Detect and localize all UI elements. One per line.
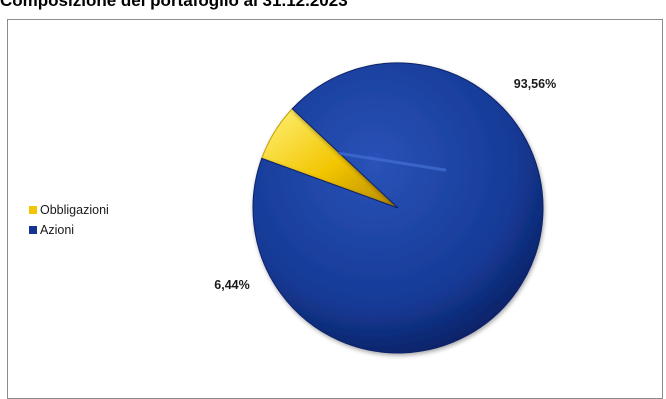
- data-label-azioni: 93,56%: [514, 77, 556, 91]
- data-label-obbligazioni: 6,44%: [214, 278, 249, 292]
- pie-chart: 6,44% 93,56%: [0, 0, 666, 390]
- pie-slice-azioni: [253, 63, 543, 353]
